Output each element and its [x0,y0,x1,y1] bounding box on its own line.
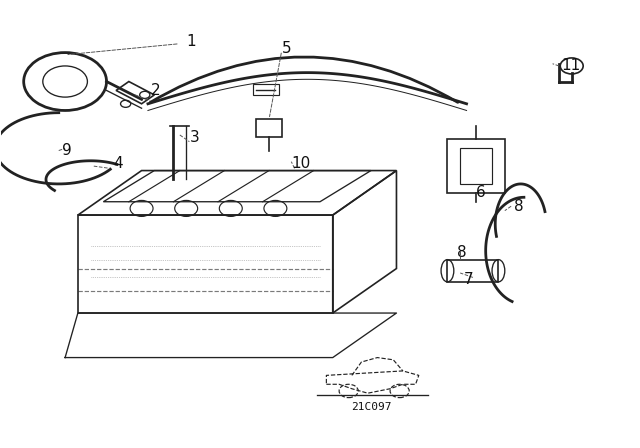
Text: 4: 4 [113,156,122,172]
Text: 7: 7 [463,272,473,287]
Text: 9: 9 [62,143,72,158]
Bar [447,139,505,193]
Text: 8: 8 [457,246,467,260]
Bar [256,119,282,137]
Text: 5: 5 [282,41,291,56]
Bar [460,148,492,184]
Bar [253,84,278,95]
Text: 21C097: 21C097 [351,402,391,412]
Text: 2: 2 [151,83,161,98]
Text: 1: 1 [186,34,196,49]
Text: 10: 10 [291,156,310,172]
Text: 11: 11 [561,58,580,73]
Bar [447,260,499,282]
Text: 6: 6 [476,185,486,200]
Text: 3: 3 [189,129,199,145]
Text: 8: 8 [515,199,524,214]
